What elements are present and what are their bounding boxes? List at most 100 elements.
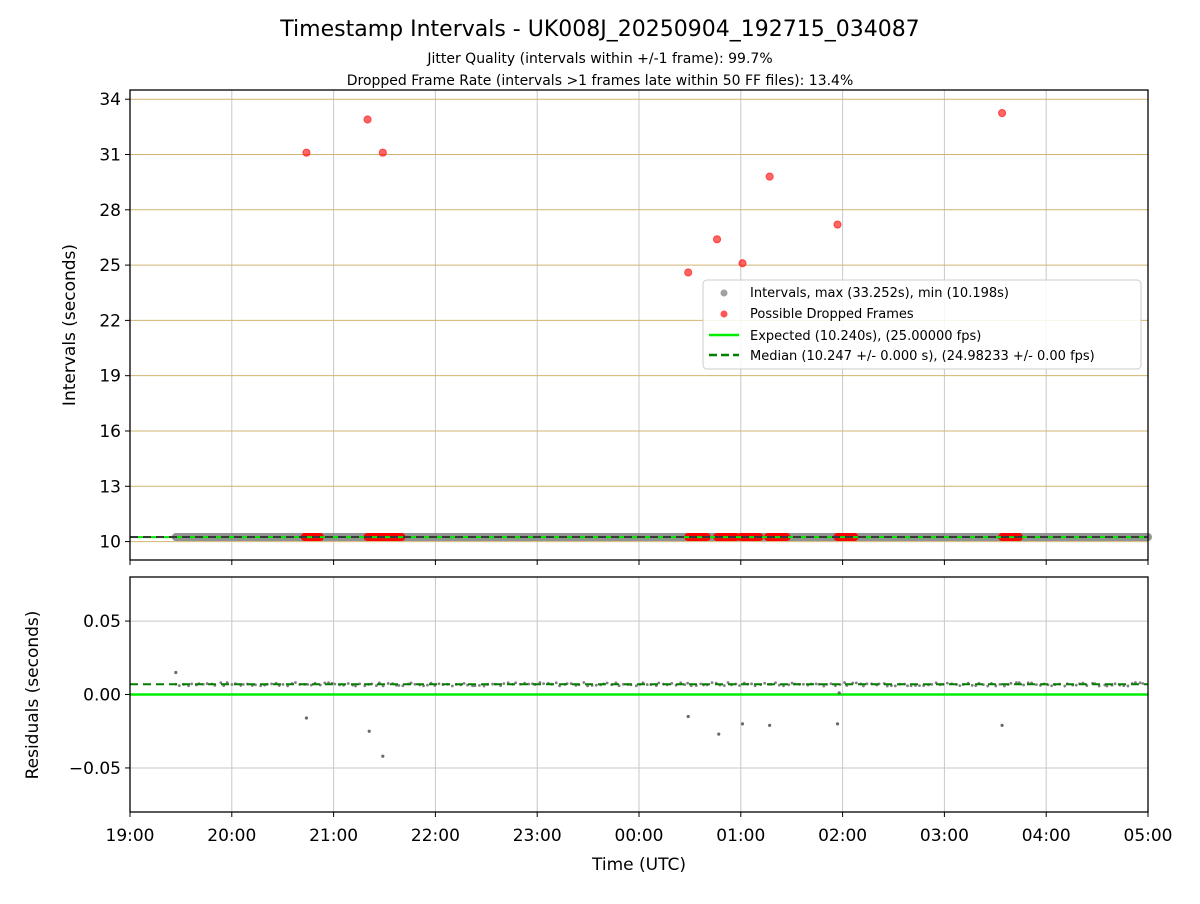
residual-point [538, 681, 542, 684]
residual-point [958, 684, 962, 688]
residual-point [790, 681, 794, 685]
residual-point [1022, 683, 1025, 687]
residual-point [413, 682, 417, 686]
intervals-y-tick-label: 22 [99, 311, 121, 331]
residual-point [437, 682, 441, 686]
residual-point [986, 684, 990, 688]
residual-point [502, 682, 506, 686]
intervals-y-tick-label: 31 [99, 146, 121, 166]
intervals-y-tick-label: 10 [99, 533, 121, 553]
x-axis-label: Time (UTC) [591, 855, 686, 875]
legend-dropped-marker [720, 310, 728, 318]
residual-point [230, 683, 234, 686]
legend-expected-label: Expected (10.240s), (25.00000 fps) [750, 329, 981, 344]
residual-point [814, 682, 818, 686]
residual-point [569, 682, 573, 685]
residual-point [1050, 684, 1054, 688]
intervals-y-tick-label: 13 [99, 477, 121, 497]
chart-subtitle-dropped: Dropped Frame Rate (intervals >1 frames … [347, 73, 854, 89]
residual-point [862, 684, 865, 688]
residual-point [1074, 683, 1078, 687]
intervals-panel: 10 13 16 19 22 25 28 31 34 Intervals (seconds) I… [60, 89, 1152, 565]
residual-point [190, 682, 194, 686]
residual-outlier-point [837, 691, 841, 695]
residual-point [750, 682, 753, 686]
residual-point [722, 684, 726, 687]
residual-point [885, 684, 889, 688]
residual-point [241, 683, 245, 686]
x-tick-label: 05:00 [1124, 826, 1173, 846]
residual-point [994, 684, 998, 688]
residual-point [381, 684, 385, 688]
residual-outlier-point [717, 732, 721, 736]
residual-point [281, 683, 285, 686]
dropped-frame-point [738, 259, 747, 268]
residual-point [1113, 682, 1117, 686]
x-tick-label: 23:00 [513, 826, 562, 846]
intervals-y-axis-label: Intervals (seconds) [60, 244, 80, 406]
legend-median-label: Median (10.247 +/- 0.000 s), (24.98233 +… [750, 349, 1095, 364]
x-tick-label: 19:00 [106, 826, 155, 846]
residuals-y-tick-label: 0.00 [83, 686, 121, 706]
intervals-y-tick-label: 19 [99, 367, 121, 387]
residual-outlier-point [686, 714, 690, 719]
intervals-legend: Intervals, max (33.252s), min (10.198s) … [702, 279, 1142, 370]
residual-outlier-point [1000, 723, 1004, 727]
legend-intervals-marker [720, 289, 728, 297]
residual-point [657, 681, 661, 685]
residual-point [970, 683, 974, 687]
chart-title: Timestamp Intervals - UK008J_20250904_19… [279, 17, 919, 42]
dropped-frame-point [684, 268, 693, 277]
residual-point [918, 684, 921, 688]
x-tick-label: 02:00 [818, 826, 867, 846]
legend-dropped-label: Possible Dropped Frames [750, 307, 914, 322]
residual-point [462, 682, 466, 685]
residual-point [683, 683, 687, 687]
dropped-frame-point [302, 148, 311, 157]
residual-point [491, 682, 495, 686]
dropped-frame-point [765, 172, 774, 181]
residual-point [1141, 682, 1145, 685]
x-tick-label: 04:00 [1022, 826, 1071, 846]
residuals-y-axis-label: Residuals (seconds) [23, 611, 43, 780]
residual-outlier-point [174, 670, 178, 675]
legend-box [702, 279, 1142, 370]
residual-point [482, 684, 486, 688]
residual-point [930, 682, 934, 686]
residual-point [542, 682, 545, 686]
residual-point [1105, 684, 1109, 688]
residual-outlier-point [381, 754, 385, 758]
dropped-frame-point [712, 235, 722, 244]
intervals-y-tick-label: 16 [99, 422, 121, 442]
residual-point [822, 684, 826, 688]
residual-point [710, 681, 714, 685]
residual-point [294, 681, 297, 684]
residual-point [1009, 681, 1013, 685]
residual-point [354, 684, 357, 688]
residual-point [906, 684, 909, 688]
intervals-y-tick-label: 28 [99, 201, 121, 221]
residual-point [1002, 684, 1006, 688]
residual-outlier-point [835, 722, 840, 726]
residual-point [1015, 681, 1018, 684]
x-tick-label: 00:00 [615, 826, 664, 846]
residual-point [582, 681, 586, 684]
intervals-y-tick-label: 34 [99, 90, 121, 110]
legend-intervals-label: Intervals, max (33.252s), min (10.198s) [750, 286, 1009, 301]
residual-outlier-point [367, 729, 371, 733]
residual-point [605, 681, 609, 685]
x-tick-label: 21:00 [309, 826, 358, 846]
residual-point [829, 682, 833, 686]
dropped-frame-point [833, 220, 842, 229]
x-tick-label: 22:00 [411, 826, 460, 846]
residual-point [1126, 684, 1130, 688]
residual-point [777, 683, 781, 687]
x-tick-label: 01:00 [716, 826, 765, 846]
residual-point [945, 681, 949, 685]
x-tick-label: 03:00 [920, 826, 969, 846]
residual-point [346, 682, 350, 685]
residual-point [554, 681, 558, 685]
residual-point [309, 683, 313, 687]
residual-point [893, 684, 897, 688]
